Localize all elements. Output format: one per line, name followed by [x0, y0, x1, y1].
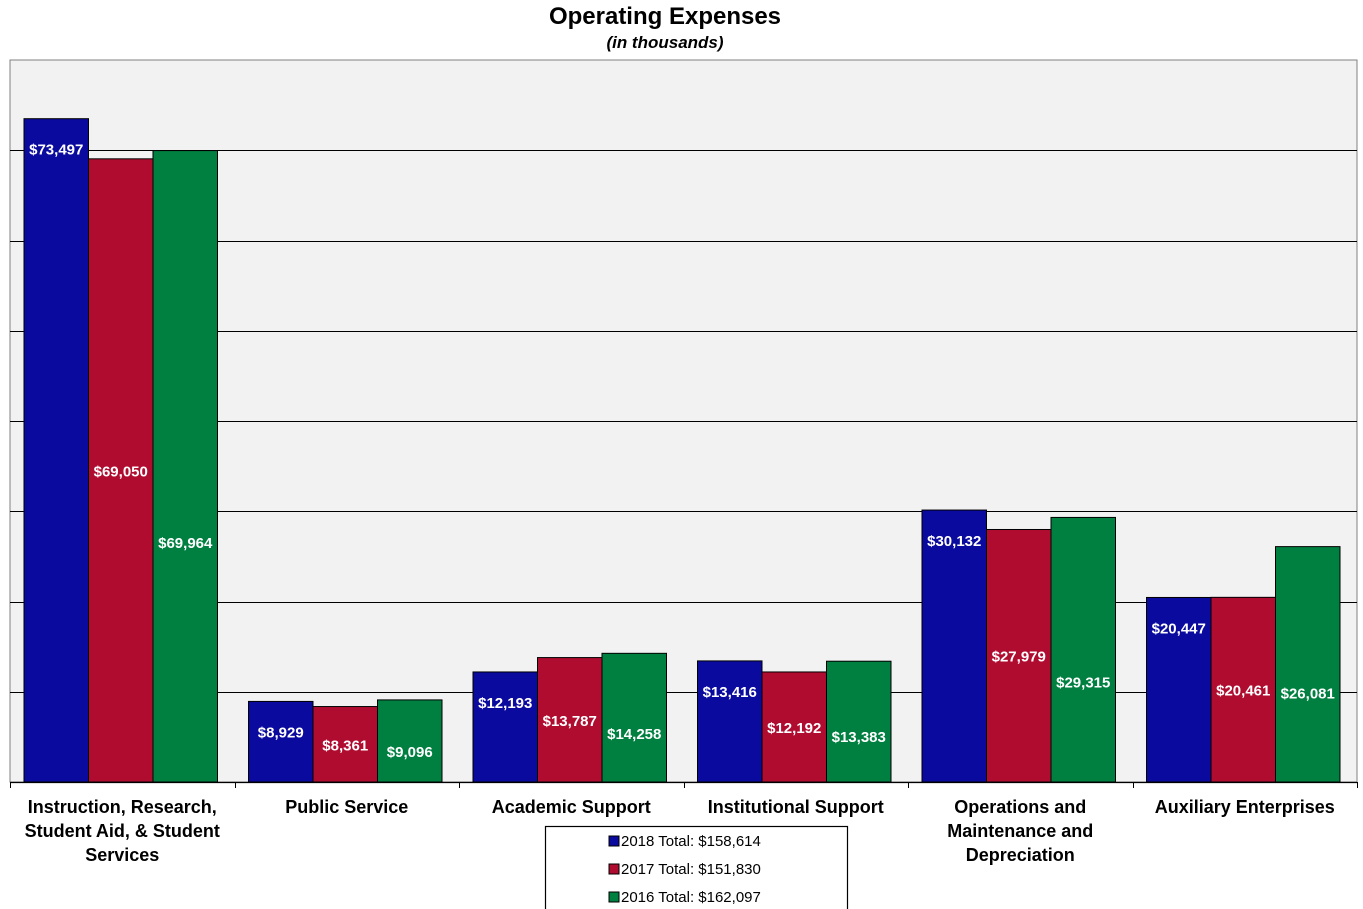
- bar-2017-4: [986, 528, 1052, 783]
- x-tick-label: Academic Support: [492, 797, 651, 817]
- x-tick-label-line: Institutional Support: [708, 797, 884, 817]
- x-tick-label-line: Services: [85, 845, 159, 865]
- bar-2017-5: [1210, 596, 1276, 783]
- data-label-2016-0: $69,964: [158, 535, 213, 552]
- bar-2016-5: [1275, 546, 1341, 783]
- bar-2017-1: [312, 706, 378, 783]
- data-label-2016-5: $26,081: [1281, 686, 1335, 703]
- data-label-2016-2: $14,258: [607, 726, 661, 743]
- bar-2018-2: [472, 671, 538, 783]
- data-label-2018-5: $20,447: [1152, 620, 1206, 637]
- data-label-2016-3: $13,383: [832, 729, 886, 746]
- x-tick-label-line: Academic Support: [492, 797, 651, 817]
- bar-2016-4: [1050, 516, 1116, 783]
- data-label-2018-2: $12,193: [478, 695, 532, 712]
- data-label-2017-2: $13,787: [543, 713, 597, 730]
- x-tick-label: Institutional Support: [708, 797, 884, 817]
- bar-2016-2: [601, 652, 667, 783]
- bar-2017-0: [88, 158, 154, 783]
- bar-2016-0: [152, 150, 218, 783]
- x-tick-label-line: Auxiliary Enterprises: [1155, 797, 1335, 817]
- legend-swatch-2018: [608, 835, 620, 847]
- data-label-2018-0: $73,497: [29, 142, 83, 159]
- legend-entry-2018: 2018 Total: $158,614: [621, 833, 761, 850]
- bar-2018-1: [248, 700, 314, 783]
- legend: [544, 825, 849, 909]
- x-tick-label-line: Depreciation: [966, 845, 1075, 865]
- data-label-2017-1: $8,361: [322, 737, 368, 754]
- x-tick-label-line: Student Aid, & Student: [25, 821, 220, 841]
- x-tick-label-line: Maintenance and: [947, 821, 1093, 841]
- bar-2018-3: [697, 660, 763, 783]
- bar-2018-4: [921, 509, 987, 783]
- bar-2017-2: [537, 657, 603, 783]
- data-label-2016-1: $9,096: [387, 744, 433, 761]
- x-tick-label: Instruction, Research, Student Aid, & Stu…: [25, 797, 220, 865]
- bar-2016-1: [377, 699, 443, 783]
- data-label-2017-3: $12,192: [767, 720, 821, 737]
- x-tick-label: Public Service: [285, 797, 408, 817]
- data-label-2017-4: $27,979: [992, 649, 1046, 666]
- legend-entry-2017: 2017 Total: $151,830: [621, 861, 761, 878]
- data-label-2017-0: $69,050: [94, 463, 148, 480]
- bar-2018-5: [1146, 596, 1212, 783]
- legend-entry-2016: 2016 Total: $162,097: [621, 889, 761, 906]
- data-label-2018-1: $8,929: [258, 724, 304, 741]
- data-label-2018-4: $30,132: [927, 533, 981, 550]
- bar-2016-3: [826, 660, 892, 783]
- data-label-2018-3: $13,416: [703, 684, 757, 701]
- x-tick-label-line: Operations and: [954, 797, 1086, 817]
- legend-swatch-2016: [608, 891, 620, 903]
- bar-2018-0: [23, 118, 89, 783]
- x-tick-label-line: Public Service: [285, 797, 408, 817]
- legend-swatch-2017: [608, 863, 620, 875]
- data-label-2017-5: $20,461: [1216, 683, 1270, 700]
- data-label-2016-4: $29,315: [1056, 674, 1110, 691]
- x-tick-label-line: Instruction, Research,: [28, 797, 217, 817]
- x-tick-label: Auxiliary Enterprises: [1155, 797, 1335, 817]
- chart-subtitle: (in thousands): [606, 33, 724, 52]
- chart-title: Operating Expenses: [548, 3, 782, 30]
- x-tick-label: Operations and Maintenance and Depreciatio…: [947, 797, 1093, 865]
